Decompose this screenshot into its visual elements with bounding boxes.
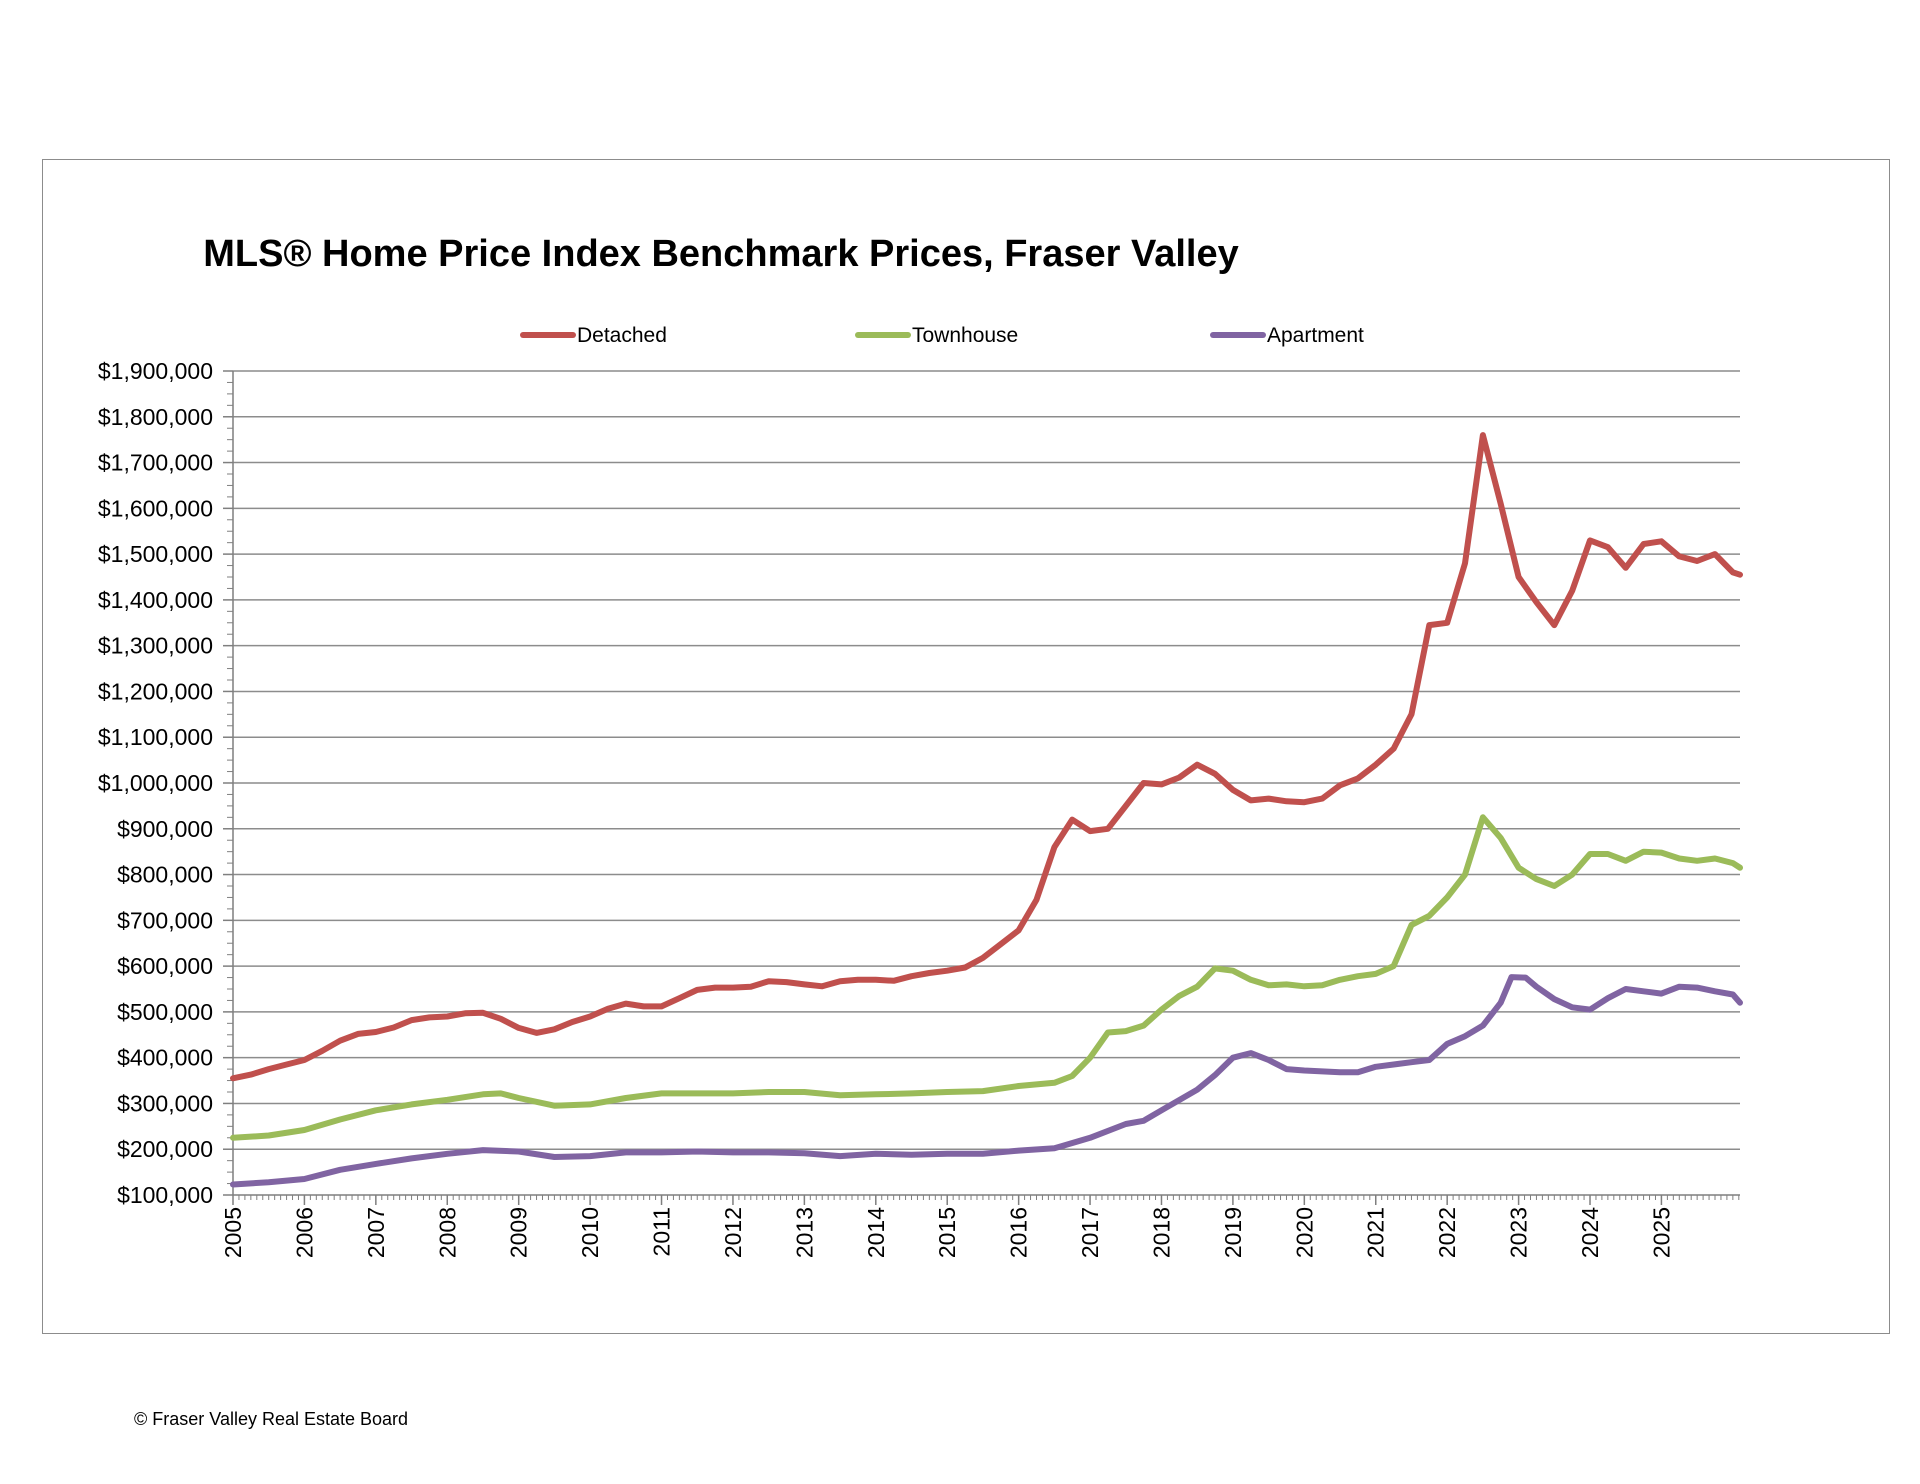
chart-svg: MLS® Home Price Index Benchmark Prices, … xyxy=(98,233,1743,1258)
y-tick-label: $1,100,000 xyxy=(98,724,213,750)
x-tick-label: 2020 xyxy=(1291,1207,1317,1258)
x-tick-label: 2010 xyxy=(577,1207,603,1258)
y-tick-label: $1,300,000 xyxy=(98,633,213,659)
x-tick-label: 2023 xyxy=(1506,1207,1532,1258)
y-tick-label: $700,000 xyxy=(117,907,213,933)
y-tick-label: $800,000 xyxy=(117,862,213,888)
y-tick-label: $1,400,000 xyxy=(98,587,213,613)
x-tick-label: 2012 xyxy=(720,1207,746,1258)
x-tick-label: 2016 xyxy=(1006,1207,1032,1258)
x-tick-label: 2018 xyxy=(1148,1207,1174,1258)
y-tick-label: $600,000 xyxy=(117,953,213,979)
y-tick-label: $1,700,000 xyxy=(98,450,213,476)
x-tick-label: 2008 xyxy=(434,1207,460,1258)
legend: Detached Townhouse Apartment xyxy=(520,324,1364,347)
x-tick-label: 2006 xyxy=(291,1207,317,1258)
y-tick-label: $900,000 xyxy=(117,816,213,842)
y-tick-label: $100,000 xyxy=(117,1182,213,1208)
legend-label-detached: Detached xyxy=(577,324,667,347)
chart-title: MLS® Home Price Index Benchmark Prices, … xyxy=(203,233,1238,275)
y-tick-label: $1,200,000 xyxy=(98,678,213,704)
y-axis: $100,000 $200,000 $300,000 $400,000 $500,000… xyxy=(98,358,234,1208)
x-tick-label: 2013 xyxy=(791,1207,817,1258)
series-line-apartment xyxy=(230,974,1743,1188)
footer-copyright: © Fraser Valley Real Estate Board xyxy=(134,1409,409,1429)
series-line-detached xyxy=(230,432,1743,1082)
y-tick-label: $300,000 xyxy=(117,1090,213,1116)
x-tick-label: 2009 xyxy=(506,1207,532,1258)
series-line-townhouse xyxy=(230,814,1743,1141)
series-layer xyxy=(230,432,1743,1188)
x-tick-label: 2019 xyxy=(1220,1207,1246,1258)
legend-label-apartment: Apartment xyxy=(1267,324,1364,347)
x-tick-label: 2021 xyxy=(1363,1207,1389,1258)
x-tick-label: 2025 xyxy=(1648,1207,1674,1258)
x-tick-label: 2015 xyxy=(934,1207,960,1258)
x-tick-label: 2007 xyxy=(363,1207,389,1258)
x-axis: 2005 2006 2007 2008 2009 2010 2011 2012 2013 2014… xyxy=(220,1195,1740,1258)
x-tick-label: 2022 xyxy=(1434,1207,1460,1258)
x-tick-label: 2024 xyxy=(1577,1207,1603,1258)
y-tick-label: $1,000,000 xyxy=(98,770,213,796)
y-tick-label: $1,900,000 xyxy=(98,358,213,384)
gridlines xyxy=(233,370,1740,1196)
y-tick-label: $1,500,000 xyxy=(98,541,213,567)
x-tick-label: 2011 xyxy=(649,1207,675,1256)
y-tick-label: $400,000 xyxy=(117,1045,213,1071)
x-tick-label: 2005 xyxy=(220,1207,246,1258)
x-tick-label: 2017 xyxy=(1077,1207,1103,1258)
y-tick-label: $1,800,000 xyxy=(98,404,213,430)
y-tick-label: $200,000 xyxy=(117,1136,213,1162)
legend-label-townhouse: Townhouse xyxy=(912,324,1018,347)
x-tick-label: 2014 xyxy=(863,1207,889,1258)
y-tick-label: $500,000 xyxy=(117,999,213,1025)
chart-frame: MLS® Home Price Index Benchmark Prices, … xyxy=(42,159,1890,1334)
y-tick-label: $1,600,000 xyxy=(98,495,213,521)
